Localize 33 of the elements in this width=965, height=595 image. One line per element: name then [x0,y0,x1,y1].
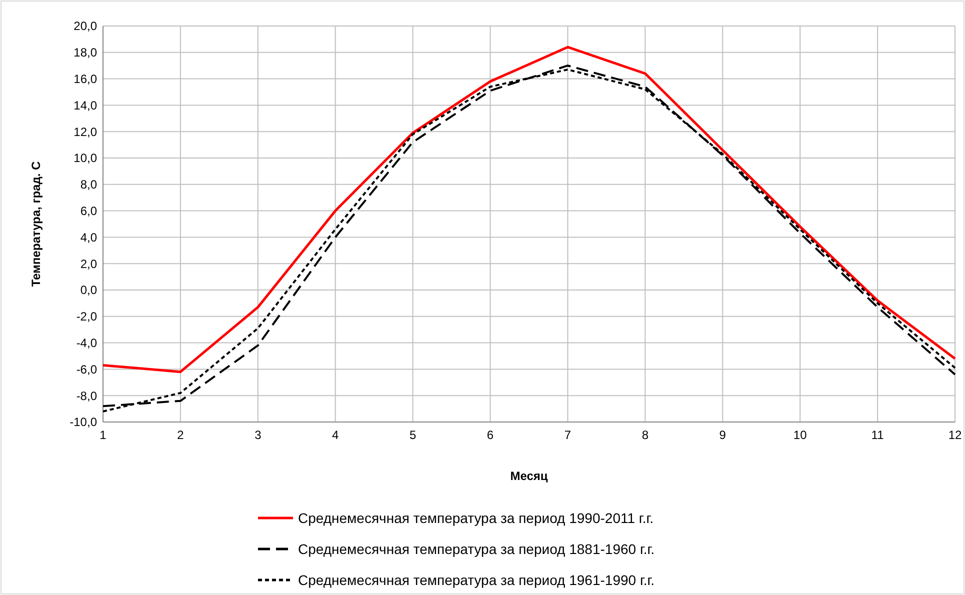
y-tick-label: 2,0 [80,256,98,271]
x-tick-label: 9 [719,428,726,442]
x-tick-label: 12 [948,428,962,442]
x-tick-label: 7 [564,428,572,442]
y-tick-label: 8,0 [80,178,98,192]
y-tick-label: 6,0 [80,204,98,218]
x-tick-label: 8 [642,428,649,442]
x-tick-label: 6 [486,428,494,442]
y-tick-label: -10,0 [70,415,98,430]
y-tick-label: 4,0 [80,230,98,244]
x-tick-label: 10 [793,428,808,442]
y-tick-label: 16,0 [74,72,98,86]
y-tick-label: 18,0 [74,46,98,60]
x-axis-title: Месяц [510,469,548,483]
x-tick-label: 1 [100,428,107,442]
y-tick-label: 0,0 [80,283,98,298]
y-tick-label: 20,0 [74,19,98,34]
x-tick-label: 4 [332,428,340,442]
x-tick-label: 3 [254,428,262,442]
y-tick-label: 14,0 [74,98,98,112]
y-tick-label: 10,0 [74,151,98,166]
x-tick-label: 5 [409,428,416,442]
legend-label: Среднемесячная температура за период 1961-1990 г.г. [298,572,655,588]
y-tick-label: 12,0 [74,124,98,139]
y-tick-label: -4,0 [76,336,98,350]
legend-label: Среднемесячная температура за период 1881-1960 г.г. [298,540,655,557]
legend-label: Среднемесячная температура за период 1990-2011 г.г. [298,510,654,526]
y-axis-title: Температура, град. С [29,160,43,287]
y-tick-label: -8,0 [76,388,98,403]
y-tick-label: -2,0 [76,310,98,324]
x-tick-label: 11 [871,428,884,442]
y-tick-label: -6,0 [76,362,98,376]
x-tick-label: 2 [177,428,184,442]
